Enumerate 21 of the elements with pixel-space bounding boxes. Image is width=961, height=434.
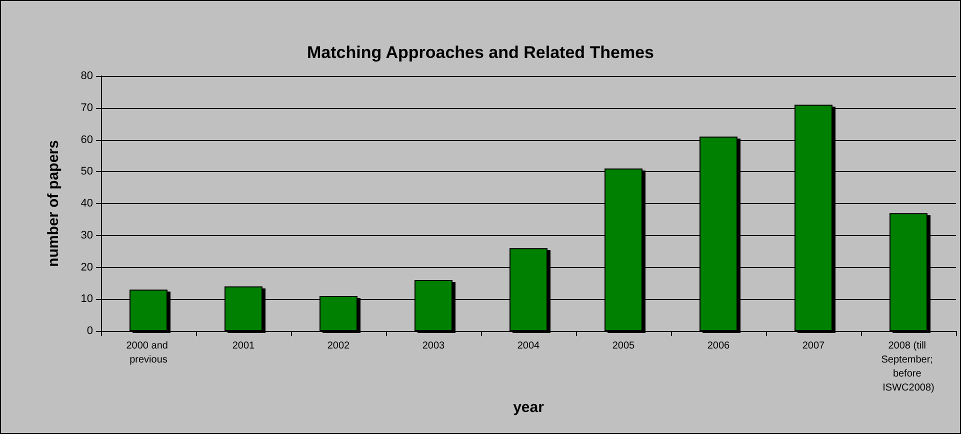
x-tick-label: 2000 and previous: [126, 340, 171, 366]
chart-title: Matching Approaches and Related Themes: [307, 43, 654, 62]
x-tick-label: 2003: [422, 340, 446, 352]
x-tick-label: 2008 (till September; before ISWC2008): [881, 340, 936, 394]
x-tick-label: 2005: [612, 340, 636, 352]
x-tick-label: 2007: [802, 340, 826, 352]
x-tick-label: 2004: [517, 340, 540, 352]
y-tick-label: 10: [80, 293, 93, 306]
x-axis-title: year: [513, 398, 544, 416]
y-tick-label: 80: [80, 70, 93, 82]
y-axis-title: number of papers: [45, 140, 62, 267]
y-tick-label: 30: [80, 229, 93, 242]
y-tick-label: 60: [80, 134, 93, 146]
x-tick-label: 2002: [327, 340, 350, 352]
y-tick-label: 0: [86, 325, 93, 337]
y-tick-label: 40: [80, 198, 93, 210]
y-tick-label: 70: [80, 102, 93, 114]
y-tick-label: 20: [80, 261, 93, 274]
y-tick-label: 50: [80, 166, 93, 178]
x-tick-label: 2006: [707, 340, 730, 352]
x-tick-label: 2001: [232, 340, 256, 352]
